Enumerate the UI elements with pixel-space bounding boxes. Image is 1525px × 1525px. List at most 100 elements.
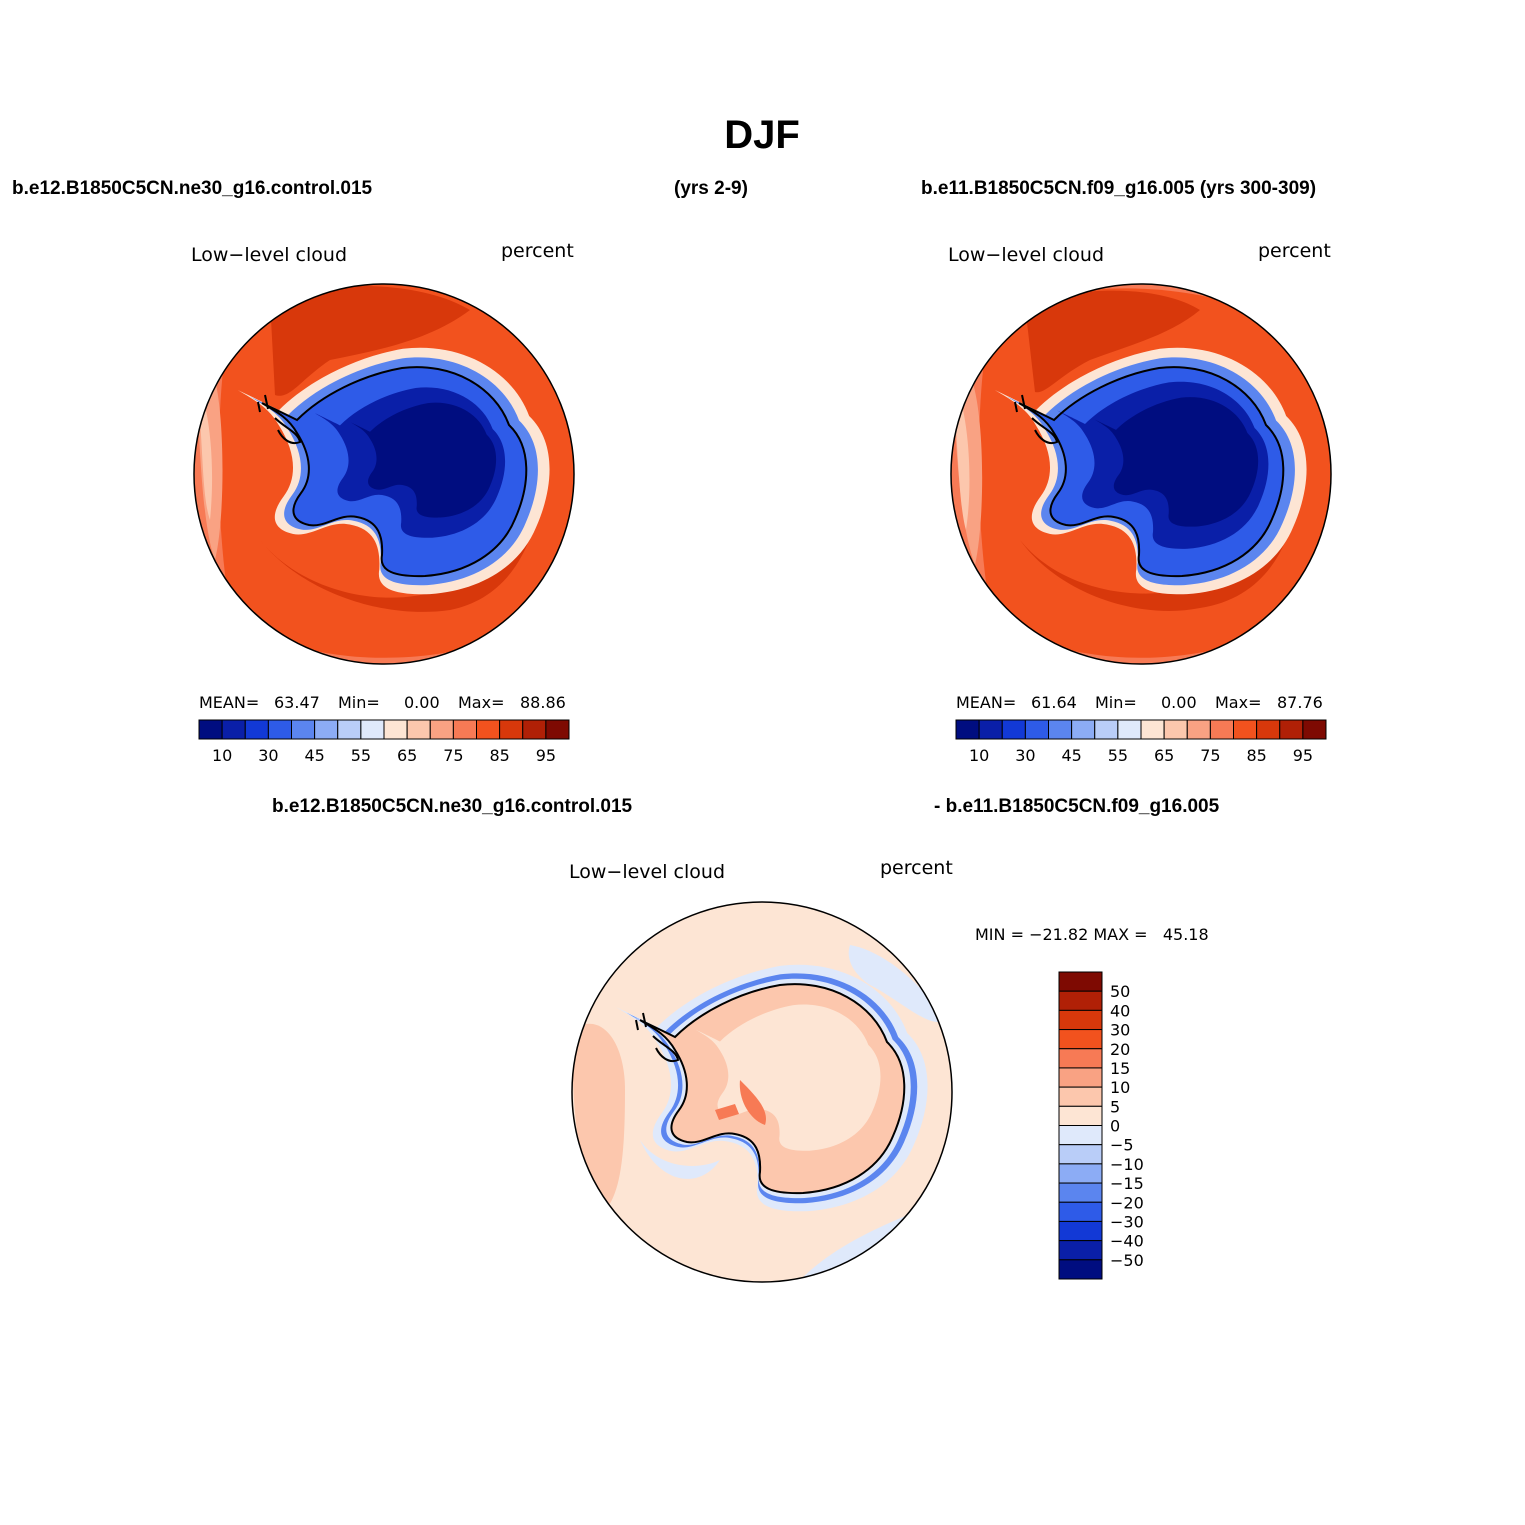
colorbar-swatch	[1058, 1086, 1103, 1107]
colorbar-swatch	[1302, 719, 1327, 740]
header-left-years: (yrs 2-9)	[674, 178, 748, 199]
header-right: b.e11.B1850C5CN.f09_g16.005 (yrs 300-309…	[921, 178, 1316, 199]
units-label: percent	[880, 857, 953, 879]
colorbar-tick-label: 15	[1110, 1059, 1130, 1078]
colorbar-tick-label: 30	[1110, 1021, 1130, 1040]
colorbar-swatch	[1058, 1009, 1103, 1031]
colorbar-tick-label: 95	[536, 746, 556, 765]
min-label: Min=	[338, 693, 380, 712]
colorbar-swatch	[314, 719, 339, 740]
polar-field-left	[194, 284, 574, 664]
colorbar-tick-label: 10	[969, 746, 989, 765]
polar-field-difference	[572, 902, 952, 1282]
colorbar-swatch	[337, 719, 362, 740]
max-value: 88.86	[520, 693, 566, 712]
colorbar-swatch	[1058, 1029, 1103, 1050]
colorbar-tick-label: −5	[1110, 1136, 1134, 1155]
variable-label: Low−level cloud	[948, 244, 1104, 266]
colorbar-swatch	[267, 719, 292, 740]
colorbar-tick-label: −10	[1110, 1155, 1144, 1174]
colorbar-swatch	[1058, 1240, 1103, 1261]
colorbar-tick-label: 55	[351, 746, 371, 765]
colorbar-swatch	[1058, 1067, 1103, 1088]
colorbar-tick-label: 45	[304, 746, 324, 765]
colorbar-swatch	[522, 719, 547, 740]
max-label: Max=	[1215, 693, 1261, 712]
colorbar-swatch	[198, 719, 223, 740]
colorbar-swatch	[1058, 1144, 1103, 1165]
colorbar-swatch	[406, 719, 431, 740]
variable-label: Low−level cloud	[569, 861, 725, 883]
colorbar-swatch	[429, 719, 454, 740]
colorbar-swatch	[1048, 719, 1073, 740]
colorbar-swatch	[499, 719, 524, 740]
polar-field-right	[951, 284, 1331, 664]
max-label: Max=	[458, 693, 504, 712]
colorbar-swatch	[452, 719, 477, 740]
colorbar-swatch	[1256, 719, 1281, 740]
diff-header-right: - b.e11.B1850C5CN.f09_g16.005	[934, 796, 1220, 817]
colorbar-swatch	[1058, 1182, 1103, 1203]
min-label: Min=	[1095, 693, 1137, 712]
mean-value: 63.47	[274, 693, 320, 712]
colorbar-tick-label: 20	[1110, 1040, 1130, 1059]
colorbar-tick-label: 65	[1154, 746, 1174, 765]
colorbar-swatch	[1058, 1259, 1103, 1280]
map-panel-right: Low−level cloud percent MEAN= 61.64 Min=…	[948, 240, 1332, 765]
colorbar-tick-label: 0	[1110, 1117, 1120, 1136]
stats-line: MEAN= 63.47 Min= 0.00 Max= 88.86	[199, 693, 566, 712]
colorbar-tick-label: 75	[443, 746, 463, 765]
colorbar-tick-label: 65	[397, 746, 417, 765]
map-panel-difference: Low−level cloud percent MIN = −21.82 MAX…	[569, 857, 1209, 1283]
colorbar-swatch	[221, 719, 246, 740]
colorbar-tick-label: −50	[1110, 1251, 1144, 1270]
colorbar-swatch	[291, 719, 316, 740]
colorbar-tick-label: 75	[1200, 746, 1220, 765]
colorbar-swatch	[1163, 719, 1188, 740]
mean-value: 61.64	[1031, 693, 1077, 712]
colorbar-tick-label: 30	[1015, 746, 1035, 765]
colorbar-tick-label: 10	[1110, 1078, 1130, 1097]
colorbar-tick-label: 85	[489, 746, 509, 765]
mean-label: MEAN=	[956, 693, 1016, 712]
colorbar-swatch	[1058, 1048, 1103, 1069]
colorbar-tick-label: −30	[1110, 1212, 1144, 1231]
header-left: b.e12.B1850C5CN.ne30_g16.control.015	[12, 178, 373, 199]
colorbar-swatch	[1186, 719, 1211, 740]
colorbar-tick-label: 40	[1110, 1001, 1130, 1020]
min-value: 0.00	[1161, 693, 1197, 712]
colorbar-swatch	[1094, 719, 1119, 740]
units-label: percent	[501, 240, 574, 262]
colorbar-tick-label: 95	[1293, 746, 1313, 765]
colorbar-swatch	[360, 719, 385, 740]
colorbar-tick-label: −15	[1110, 1174, 1144, 1193]
colorbar-tick-label: 55	[1108, 746, 1128, 765]
colorbar-swatch	[1058, 1105, 1103, 1126]
mean-label: MEAN=	[199, 693, 259, 712]
figure-title: DJF	[724, 113, 800, 157]
colorbar-swatch	[1058, 1220, 1103, 1242]
colorbar-swatch	[1279, 719, 1304, 740]
colorbar-tick-label: −20	[1110, 1193, 1144, 1212]
colorbar-right: 10 30 45 55 65 75 85 95	[955, 719, 1327, 765]
diff-minmax: MIN = −21.82 MAX = 45.18	[975, 925, 1209, 944]
colorbar-swatch	[1058, 990, 1103, 1011]
map-panel-left: Low−level cloud percent MEAN= 63.47 Min=…	[191, 240, 575, 765]
colorbar-tick-label: 5	[1110, 1097, 1120, 1116]
colorbar-swatch	[476, 719, 501, 740]
colorbar-swatch	[1058, 1201, 1103, 1222]
colorbar-swatch	[1001, 719, 1026, 740]
colorbar-swatch	[1117, 719, 1142, 740]
colorbar-swatch	[955, 719, 980, 740]
colorbar-swatch	[1209, 719, 1234, 740]
colorbar-swatch	[1058, 971, 1103, 992]
min-value: 0.00	[404, 693, 440, 712]
max-value: 87.76	[1277, 693, 1323, 712]
colorbar-tick-label: 45	[1061, 746, 1081, 765]
colorbar-swatch	[1233, 719, 1258, 740]
colorbar-tick-label: 85	[1246, 746, 1266, 765]
colorbar-swatch	[244, 719, 269, 740]
units-label: percent	[1258, 240, 1331, 262]
